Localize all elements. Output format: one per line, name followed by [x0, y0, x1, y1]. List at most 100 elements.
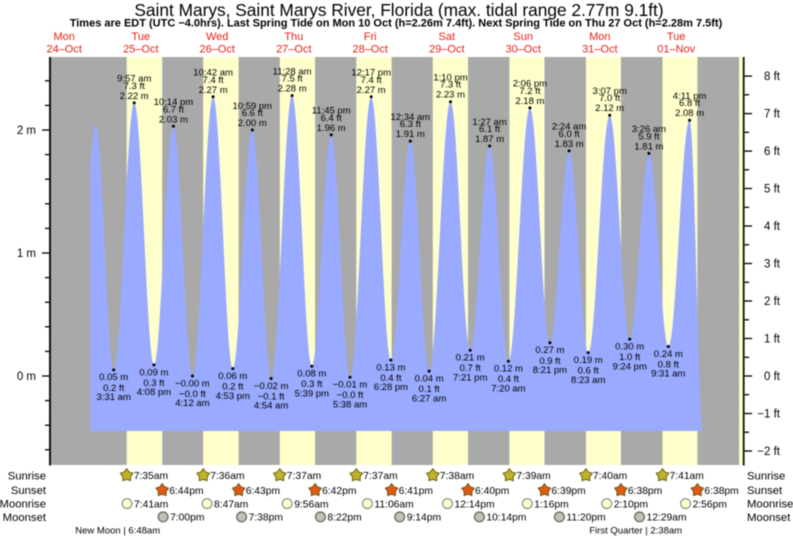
svg-text:12:17 pm: 12:17 pm: [351, 68, 391, 79]
svg-text:6.7 ft: 6.7 ft: [163, 104, 184, 115]
svg-text:1 m: 1 m: [17, 248, 36, 260]
svg-text:10:59 pm: 10:59 pm: [232, 101, 272, 112]
svg-text:−1 ft: −1 ft: [757, 409, 781, 421]
svg-text:0.1 ft: 0.1 ft: [419, 384, 440, 395]
svg-text:1:27 am: 1:27 am: [472, 117, 506, 128]
svg-text:0.21 m: 0.21 m: [456, 353, 485, 364]
svg-text:Sat: Sat: [439, 31, 456, 43]
svg-text:7:40am: 7:40am: [593, 471, 627, 482]
svg-text:0.04 m: 0.04 m: [415, 374, 444, 385]
svg-text:Sunset: Sunset: [747, 485, 783, 497]
svg-text:8:22pm: 8:22pm: [327, 513, 361, 524]
svg-text:0.08 m: 0.08 m: [297, 369, 326, 380]
svg-text:6:38pm: 6:38pm: [704, 486, 738, 497]
svg-text:9:24 pm: 9:24 pm: [613, 361, 647, 372]
svg-text:Sunrise: Sunrise: [8, 470, 46, 482]
svg-text:4:54 am: 4:54 am: [254, 401, 288, 412]
svg-text:7.2 ft: 7.2 ft: [519, 86, 540, 97]
svg-text:3:26 am: 3:26 am: [632, 124, 666, 135]
svg-text:8:21 pm: 8:21 pm: [533, 365, 567, 376]
svg-text:7:21 pm: 7:21 pm: [453, 372, 487, 383]
svg-text:7:39am: 7:39am: [516, 471, 550, 482]
svg-text:6:42pm: 6:42pm: [322, 486, 356, 497]
svg-text:7:38am: 7:38am: [440, 471, 474, 482]
svg-text:12:34 am: 12:34 am: [390, 112, 430, 123]
svg-text:−0.0 ft: −0.0 ft: [179, 389, 206, 400]
svg-text:9:56am: 9:56am: [294, 499, 328, 510]
svg-text:7:20 am: 7:20 am: [491, 383, 525, 394]
svg-text:1.81 m: 1.81 m: [634, 141, 663, 152]
svg-text:0.12 m: 0.12 m: [494, 364, 523, 375]
svg-text:1.83 m: 1.83 m: [555, 139, 584, 150]
svg-text:11:06am: 11:06am: [374, 499, 413, 510]
svg-text:2:10pm: 2:10pm: [614, 499, 648, 510]
svg-text:Mon: Mon: [589, 31, 610, 43]
svg-text:−0.00 m: −0.00 m: [175, 378, 210, 389]
svg-text:6:41pm: 6:41pm: [399, 486, 433, 497]
svg-text:0.19 m: 0.19 m: [574, 355, 603, 366]
svg-text:4 ft: 4 ft: [764, 221, 781, 233]
svg-text:6.8 ft: 6.8 ft: [679, 98, 700, 109]
svg-text:24–Oct: 24–Oct: [46, 44, 81, 56]
svg-text:7:38pm: 7:38pm: [249, 513, 283, 524]
svg-text:6:39pm: 6:39pm: [551, 486, 585, 497]
svg-text:7.4 ft: 7.4 ft: [203, 75, 224, 86]
svg-text:2.22 m: 2.22 m: [120, 91, 149, 102]
svg-text:2.08 m: 2.08 m: [675, 108, 704, 119]
svg-text:6:38pm: 6:38pm: [628, 486, 662, 497]
svg-text:11:45 pm: 11:45 pm: [312, 106, 351, 117]
svg-text:27–Oct: 27–Oct: [276, 44, 311, 56]
svg-text:6.4 ft: 6.4 ft: [321, 113, 342, 124]
svg-text:7:00pm: 7:00pm: [170, 513, 204, 524]
svg-text:Moonrise: Moonrise: [0, 499, 46, 511]
svg-text:4:11 pm: 4:11 pm: [673, 91, 707, 102]
svg-text:2.18 m: 2.18 m: [515, 96, 544, 107]
svg-text:7.4 ft: 7.4 ft: [361, 75, 382, 86]
svg-text:6.3 ft: 6.3 ft: [400, 119, 421, 130]
svg-text:8:47am: 8:47am: [214, 499, 248, 510]
svg-text:6.0 ft: 6.0 ft: [559, 129, 580, 140]
svg-text:2.27 m: 2.27 m: [357, 85, 386, 96]
svg-text:8 ft: 8 ft: [764, 71, 781, 83]
svg-text:26–Oct: 26–Oct: [199, 44, 234, 56]
svg-text:8:23 am: 8:23 am: [571, 375, 605, 386]
svg-text:12:29am: 12:29am: [647, 513, 687, 524]
svg-text:7.5 ft: 7.5 ft: [282, 74, 303, 85]
svg-text:0.7 ft: 0.7 ft: [460, 363, 481, 374]
svg-text:11:28 am: 11:28 am: [273, 66, 312, 77]
svg-text:7:41am: 7:41am: [670, 471, 704, 482]
svg-text:29–Oct: 29–Oct: [429, 44, 464, 56]
svg-text:Tue: Tue: [132, 31, 151, 43]
svg-text:0.4 ft: 0.4 ft: [498, 374, 519, 385]
svg-text:2.23 m: 2.23 m: [436, 90, 465, 101]
svg-text:6:40pm: 6:40pm: [475, 486, 509, 497]
svg-text:2.27 m: 2.27 m: [199, 85, 228, 96]
svg-text:0.05 m: 0.05 m: [99, 372, 128, 383]
svg-text:6:27 am: 6:27 am: [412, 393, 446, 404]
svg-text:0 ft: 0 ft: [764, 371, 781, 383]
svg-text:2 m: 2 m: [17, 125, 36, 137]
svg-text:7:37am: 7:37am: [363, 471, 397, 482]
svg-text:0.27 m: 0.27 m: [535, 345, 564, 356]
svg-text:0.9 ft: 0.9 ft: [539, 356, 560, 367]
svg-text:7:41am: 7:41am: [134, 499, 168, 510]
svg-text:Times are EDT (UTC −4.0hrs). L: Times are EDT (UTC −4.0hrs). Last Spring…: [70, 18, 723, 30]
svg-text:First Quarter | 2:38am: First Quarter | 2:38am: [589, 525, 682, 536]
svg-text:3:07 pm: 3:07 pm: [593, 86, 627, 97]
svg-text:7 ft: 7 ft: [764, 109, 781, 121]
svg-text:7:36am: 7:36am: [210, 471, 244, 482]
svg-text:4:53 pm: 4:53 pm: [216, 391, 250, 402]
svg-text:6.1 ft: 6.1 ft: [479, 124, 500, 135]
svg-text:9:57 am: 9:57 am: [117, 74, 151, 85]
svg-text:0.24 m: 0.24 m: [654, 349, 683, 360]
svg-text:31–Oct: 31–Oct: [582, 44, 617, 56]
svg-text:7.3 ft: 7.3 ft: [440, 80, 461, 91]
svg-text:9:14pm: 9:14pm: [407, 513, 441, 524]
svg-text:New Moon | 6:48am: New Moon | 6:48am: [75, 525, 160, 536]
svg-text:Saint Marys, Saint Marys River: Saint Marys, Saint Marys River, Florida …: [134, 0, 663, 20]
svg-text:Moonset: Moonset: [747, 512, 791, 524]
svg-text:2.28 m: 2.28 m: [278, 84, 307, 95]
svg-text:1:16pm: 1:16pm: [534, 499, 568, 510]
svg-text:7.0 ft: 7.0 ft: [599, 93, 620, 104]
svg-text:10:14pm: 10:14pm: [486, 513, 526, 524]
